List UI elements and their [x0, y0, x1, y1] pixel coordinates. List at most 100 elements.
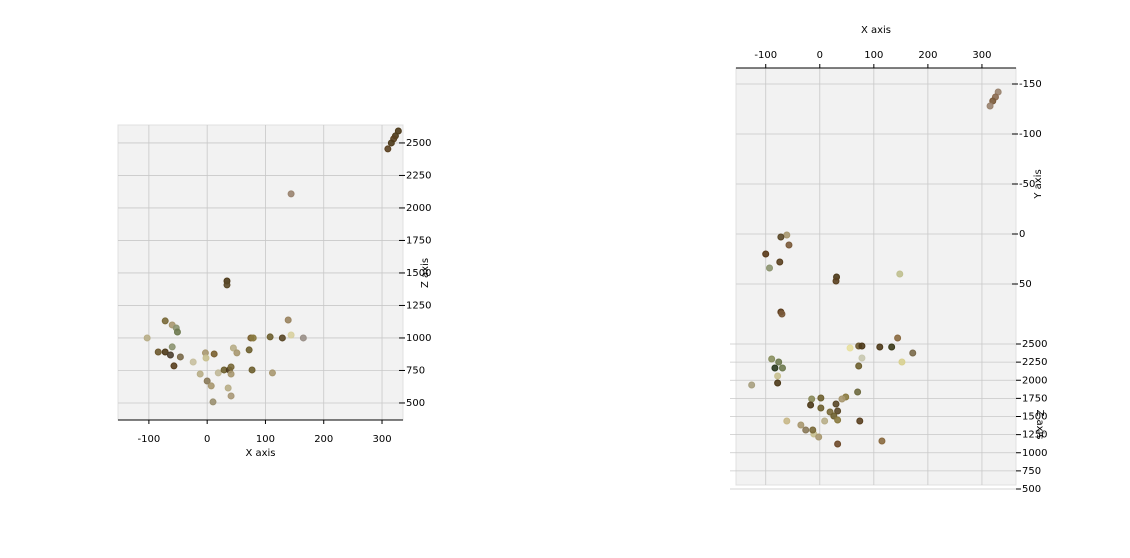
y2-axis-label: Z axis: [1034, 409, 1045, 439]
point: [170, 362, 178, 370]
point: [783, 231, 791, 239]
point: [802, 426, 810, 434]
x-axis-label: X axis: [245, 448, 275, 459]
x-tick-label: 200: [314, 434, 333, 445]
point: [245, 346, 253, 354]
point: [846, 344, 854, 352]
y-tick-label: 50: [1019, 279, 1032, 290]
y-tick-label: 2250: [406, 170, 431, 181]
y-tick-label: 500: [406, 398, 425, 409]
y2-tick-label: 1750: [1022, 393, 1047, 404]
point: [878, 437, 886, 445]
y-tick-label: 1500: [406, 268, 431, 279]
point: [248, 366, 256, 374]
x-tick-label: 200: [918, 50, 937, 61]
point: [202, 354, 210, 362]
point: [834, 407, 842, 415]
point: [233, 349, 241, 357]
x-tick-label: 100: [864, 50, 883, 61]
point: [161, 348, 169, 356]
point: [387, 139, 395, 147]
point: [809, 426, 817, 434]
point: [384, 145, 392, 153]
y2-tick-label: 750: [1022, 466, 1041, 477]
point: [196, 370, 204, 378]
point: [774, 379, 782, 387]
point: [287, 190, 295, 198]
point: [154, 348, 162, 356]
point: [209, 398, 217, 406]
point: [817, 394, 825, 402]
point: [775, 358, 783, 366]
point: [266, 333, 274, 341]
point: [748, 381, 756, 389]
point: [287, 331, 295, 339]
y-tick-label: 1250: [406, 300, 431, 311]
point: [855, 362, 863, 370]
point: [898, 358, 906, 366]
point: [876, 343, 884, 351]
point: [858, 354, 866, 362]
pane: [735, 67, 1017, 486]
y2-tick-label: 2500: [1022, 339, 1047, 350]
point: [771, 364, 779, 372]
point: [807, 401, 815, 409]
point: [223, 281, 231, 289]
point: [894, 334, 902, 342]
point: [778, 364, 786, 372]
point: [161, 317, 169, 325]
point: [394, 127, 402, 135]
point: [834, 416, 842, 424]
x-tick-label: -100: [754, 50, 777, 61]
x-tick-label: 300: [372, 434, 391, 445]
point: [168, 343, 176, 351]
point: [817, 404, 825, 412]
point: [808, 395, 816, 403]
y-tick-label: -50: [1019, 179, 1035, 190]
y2-tick-label: 2250: [1022, 357, 1047, 368]
y-tick-label: 750: [406, 365, 425, 376]
point: [858, 342, 866, 350]
point: [777, 233, 785, 241]
y-tick-label: 2000: [406, 203, 431, 214]
point: [815, 433, 823, 441]
point: [203, 377, 211, 385]
point: [176, 353, 184, 361]
x-tick-label: 100: [256, 434, 275, 445]
y-tick-label: -150: [1019, 79, 1042, 90]
point: [214, 369, 222, 377]
point: [834, 440, 842, 448]
point: [166, 351, 174, 359]
point: [766, 264, 774, 272]
x-tick-label: 0: [817, 50, 823, 61]
point: [299, 334, 307, 342]
x-tick-label: 0: [204, 434, 210, 445]
point: [762, 250, 770, 258]
point: [986, 102, 994, 110]
point: [173, 328, 181, 336]
point: [210, 350, 218, 358]
y-axis-label: Z axis: [420, 258, 431, 288]
y-tick-label: -100: [1019, 129, 1042, 140]
point: [207, 382, 215, 390]
point: [284, 316, 292, 324]
point: [776, 258, 784, 266]
point: [268, 369, 276, 377]
x-tick-label: 300: [972, 50, 991, 61]
x-axis-label: X axis: [861, 25, 891, 36]
point: [224, 384, 232, 392]
point: [278, 334, 286, 342]
point: [227, 363, 235, 371]
point: [832, 277, 840, 285]
point: [227, 392, 235, 400]
point: [774, 372, 782, 380]
y-tick-label: 2500: [406, 138, 431, 149]
y-tick-label: 0: [1019, 229, 1025, 240]
point: [888, 343, 896, 351]
point: [832, 400, 840, 408]
point: [854, 388, 862, 396]
y2-tick-label: 1500: [1022, 412, 1047, 423]
point: [785, 241, 793, 249]
point: [909, 349, 917, 357]
